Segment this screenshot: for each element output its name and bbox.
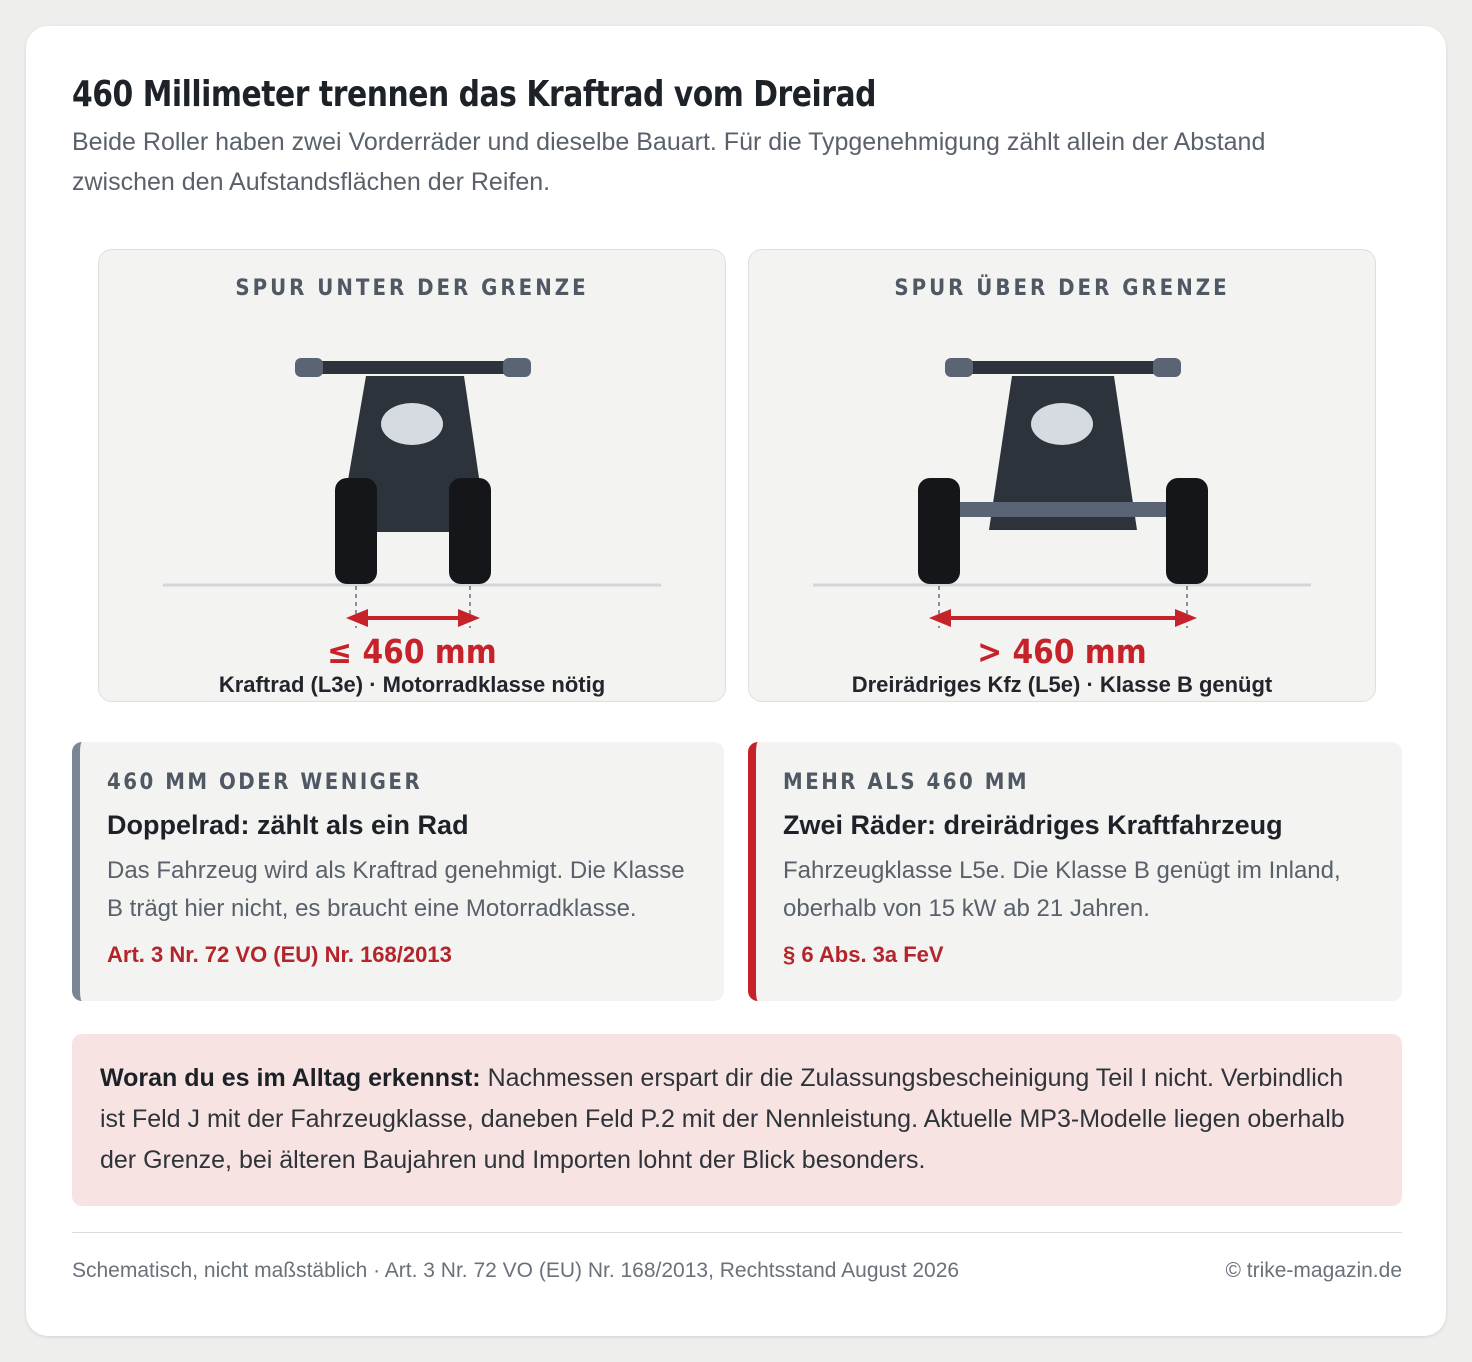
info-body: Fahrzeugklasse L5e. Die Klasse B genügt … — [783, 857, 1341, 922]
info-card-narrow: 460 MM ODER WENIGER Doppelrad: zählt als… — [72, 742, 724, 1001]
panel-wide-track: SPUR ÜBER DER GRENZE > 460 mm Dreirädrig… — [748, 249, 1376, 702]
panel-heading: SPUR ÜBER DER GRENZE — [894, 276, 1230, 301]
info-body: Das Fahrzeug wird als Kraftrad genehmigt… — [107, 857, 685, 922]
page-title: 460 Millimeter trennen das Kraftrad vom … — [72, 74, 877, 115]
handlebar — [299, 361, 527, 374]
front-tire-right — [449, 478, 491, 584]
vehicle-class-label: Kraftrad (L3e) · Motorradklasse nötig — [218, 672, 606, 697]
arrowhead-right — [1175, 609, 1197, 627]
footer-divider — [72, 1232, 1402, 1233]
panel-narrow-track: SPUR UNTER DER GRENZE ≤ 460 mm Kraftrad … — [98, 249, 726, 702]
wide-scooter-diagram — [813, 358, 1311, 628]
hint-text: Nachmessen erspart dir die Zulassungsbes… — [100, 1064, 1345, 1174]
arrowhead-left — [346, 609, 368, 627]
handlebar-grip-left — [945, 358, 973, 377]
legal-reference: Art. 3 Nr. 72 VO (EU) Nr. 168/2013 — [107, 942, 452, 967]
footer-copyright: © trike-magazin.de — [1225, 1259, 1402, 1282]
front-tire-left — [918, 478, 960, 584]
panel-heading: SPUR UNTER DER GRENZE — [235, 276, 589, 301]
page-subtitle: Beide Roller haben zwei Vorderräder und … — [72, 128, 1266, 196]
handlebar-grip-right — [1153, 358, 1181, 377]
handlebar-grip-right — [503, 358, 531, 377]
track-measure: > 460 mm — [977, 632, 1147, 671]
track-measure: ≤ 460 mm — [327, 632, 497, 671]
info-heading: Zwei Räder: dreirädriges Kraftfahrzeug — [783, 810, 1283, 840]
headlight — [381, 403, 443, 445]
front-tire-right — [1166, 478, 1208, 584]
info-card-wide: MEHR ALS 460 MM Zwei Räder: dreirädriges… — [748, 742, 1402, 1001]
everyday-hint-box: Woran du es im Alltag erkennst: Nachmess… — [72, 1034, 1402, 1206]
arrowhead-left — [929, 609, 951, 627]
hint-lead: Woran du es im Alltag erkennst: — [100, 1064, 481, 1092]
legal-reference: § 6 Abs. 3a FeV — [783, 942, 944, 967]
info-kicker: 460 MM ODER WENIGER — [107, 770, 423, 795]
narrow-scooter-diagram — [163, 358, 661, 628]
handlebar-grip-left — [295, 358, 323, 377]
arrowhead-right — [458, 609, 480, 627]
front-tire-left — [335, 478, 377, 584]
front-axle — [954, 502, 1172, 517]
info-kicker: MEHR ALS 460 MM — [783, 770, 1030, 795]
vehicle-class-label: Dreirädriges Kfz (L5e) · Klasse B genügt — [851, 672, 1273, 697]
scooter-body — [989, 376, 1137, 530]
footer-note: Schematisch, nicht maßstäblich · Art. 3 … — [72, 1259, 960, 1282]
handlebar — [949, 361, 1177, 374]
info-heading: Doppelrad: zählt als ein Rad — [107, 810, 469, 840]
headlight — [1031, 403, 1093, 445]
